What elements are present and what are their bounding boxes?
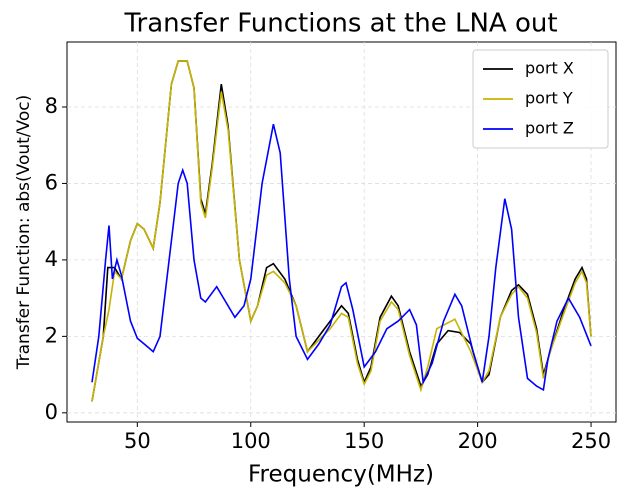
x-tick-label: 50: [124, 429, 151, 453]
legend-label: port X: [525, 59, 574, 78]
x-tick-label: 150: [344, 429, 384, 453]
y-tick-label: 6: [45, 170, 58, 194]
legend-label: port Z: [525, 119, 574, 138]
y-tick-label: 4: [45, 247, 58, 271]
x-tick-label: 250: [571, 429, 611, 453]
y-tick-label: 0: [45, 400, 58, 424]
legend-box: [472, 49, 609, 149]
y-tick-label: 8: [45, 94, 58, 118]
plot-frame: [66, 41, 617, 423]
legend-label: port Y: [525, 89, 573, 108]
y-axis-label: Transfer Function: abs(Vout/Voc): [14, 95, 34, 370]
x-axis-label: Frequency(MHz): [248, 462, 434, 488]
series-line: [91, 124, 592, 392]
y-tick-label: 2: [45, 323, 58, 347]
chart-title: Transfer Functions at the LNA out: [123, 9, 557, 39]
x-tick-label: 200: [458, 429, 498, 453]
x-tick-label: 100: [231, 429, 271, 453]
